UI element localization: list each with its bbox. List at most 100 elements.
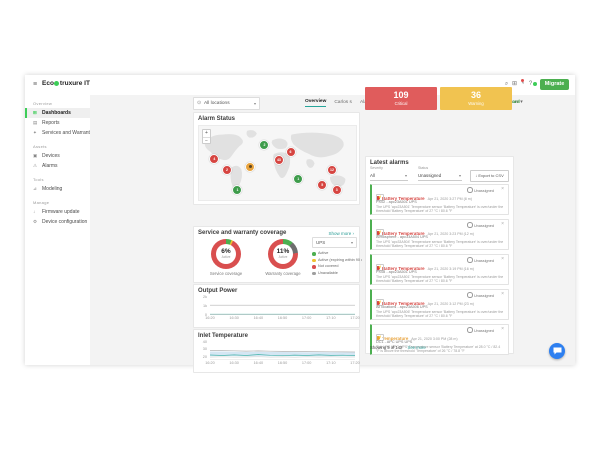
- x-tick-label: 17:00: [301, 316, 312, 320]
- severity-filter-select[interactable]: All ▾: [370, 171, 408, 181]
- x-tick-label: 17:20: [350, 361, 360, 365]
- map-marker-critical[interactable]: 2: [221, 165, 232, 176]
- close-icon[interactable]: ×: [501, 291, 504, 297]
- map-marker-critical[interactable]: 43: [273, 155, 284, 166]
- tab-overview[interactable]: Overview: [305, 99, 327, 107]
- migrate-button[interactable]: Migrate: [540, 79, 569, 90]
- map-marker-ok[interactable]: 1: [232, 184, 243, 195]
- assignee-badge[interactable]: Unassigned: [467, 292, 494, 298]
- map-marker-critical[interactable]: 12: [326, 165, 337, 176]
- close-icon[interactable]: ×: [501, 186, 504, 192]
- download-icon: ↓: [33, 209, 36, 214]
- y-tick-label: 2k: [202, 294, 207, 299]
- map-marker-critical[interactable]: 5: [317, 180, 328, 191]
- device-type-tag: ⚡: [376, 299, 384, 306]
- see-more-link[interactable]: See more: [407, 345, 426, 350]
- alarm-row[interactable]: Temperature Apr 21, 2020 3:00 PM (28 m) Un…: [370, 324, 509, 355]
- download-icon: ↓: [475, 173, 479, 178]
- map-marker-critical[interactable]: 4: [209, 154, 220, 165]
- map-marker-warning[interactable]: [245, 161, 256, 172]
- tab-more[interactable]: More ▾: [507, 99, 523, 105]
- alarm-row[interactable]: Battery Temperature Apr 21, 2020 3:27 PM …: [370, 184, 509, 215]
- assignee-badge[interactable]: Unassigned: [467, 222, 494, 228]
- apps-grid-icon[interactable]: ⊞: [511, 81, 518, 87]
- export-csv-button[interactable]: ↓ Export to CSV: [470, 170, 509, 182]
- close-icon[interactable]: ×: [501, 326, 504, 332]
- assignee-label: Unassigned: [473, 329, 494, 333]
- export-csv-label: Export to CSV: [478, 173, 504, 178]
- sidebar-item-device-configuration[interactable]: ⚙ Device configuration: [25, 217, 90, 227]
- help-icon[interactable]: ?: [528, 81, 533, 87]
- legend-item-unavailable: Unavailable: [312, 270, 362, 277]
- legend-label: Active: [318, 251, 329, 255]
- alarm-title: Battery Temperature: [382, 196, 425, 201]
- map-marker-critical[interactable]: 6: [285, 146, 296, 157]
- chat-bubble-icon: [553, 347, 561, 355]
- assignee-badge[interactable]: Unassigned: [467, 257, 494, 263]
- alarm-title: Temperature: [382, 336, 409, 341]
- world-map[interactable]: 4 2 1 2 43 6 1 5 12 3 + −: [198, 125, 357, 201]
- alarm-device-path: PX08 - apc23A501 UPS: [376, 270, 417, 274]
- sidebar-item-services-and-warranties[interactable]: ✦ Services and Warranties: [25, 128, 90, 138]
- notifications-bell-icon[interactable]: ◔: [520, 81, 525, 87]
- assignee-badge[interactable]: Unassigned: [467, 187, 494, 193]
- severity-filter-label: Severity: [370, 166, 383, 170]
- sidebar-item-modeling[interactable]: ⊿ Modeling: [25, 184, 90, 194]
- latest-alarms-card: Latest alarms Severity All ▾ Status Unas…: [365, 156, 514, 355]
- alarm-list: Battery Temperature Apr 21, 2020 3:27 PM …: [370, 184, 509, 359]
- modeling-icon: ⊿: [33, 186, 37, 191]
- map-marker-ok[interactable]: 1: [293, 174, 304, 185]
- zoom-in-button[interactable]: +: [205, 130, 208, 136]
- severity-warning-icon: [376, 336, 380, 340]
- sidebar-item-firmware-update[interactable]: ↓ Firmware update: [25, 207, 90, 217]
- hamburger-menu-icon[interactable]: ≡: [33, 81, 38, 88]
- legend-dot: [312, 265, 316, 269]
- inlet-temperature-title: Inlet Temperature: [198, 333, 248, 339]
- close-icon[interactable]: ×: [501, 256, 504, 262]
- gear-icon: ⚙: [33, 219, 38, 224]
- map-marker-ok[interactable]: 2: [259, 140, 270, 151]
- alarm-row[interactable]: Battery Temperature Apr 21, 2020 3:19 PM …: [370, 254, 509, 285]
- sidebar-item-devices[interactable]: ▣ Devices: [25, 151, 90, 161]
- map-marker-critical[interactable]: 3: [331, 184, 342, 195]
- donut-ring[interactable]: 11% Active: [268, 239, 298, 269]
- alarm-row[interactable]: Battery Temperature Apr 21, 2020 3:23 PM …: [370, 219, 509, 250]
- summary-card-warning[interactable]: 36 Warning: [440, 87, 512, 110]
- sidebar-item-label: Reports: [42, 120, 60, 126]
- summary-value: 109: [393, 90, 409, 100]
- sidebar-item-reports[interactable]: ▤ Reports: [25, 118, 90, 128]
- sidebar-item-label: Device configuration: [42, 219, 88, 225]
- person-icon: [467, 327, 473, 333]
- assignee-label: Unassigned: [473, 294, 494, 298]
- alarm-filters: Severity All ▾ Status Unassigned ▾ ↓ Exp…: [370, 166, 509, 182]
- map-zoom-control[interactable]: + −: [202, 129, 211, 144]
- alarm-row[interactable]: Battery Temperature Apr 21, 2020 3:12 PM …: [370, 289, 509, 320]
- legend-label: Not covered: [318, 264, 339, 268]
- report-icon: ▤: [33, 120, 38, 125]
- legend-dot: [312, 252, 316, 256]
- sidebar-item-alarms[interactable]: ⚠ Alarms: [25, 161, 90, 171]
- search-icon[interactable]: ⌕: [504, 81, 509, 87]
- sidebar-section-label: Overview: [33, 101, 53, 106]
- x-axis-ticks: 16:20 16:30 16:40 16:50 17:00 17:10 17:20: [205, 361, 360, 367]
- coverage-show-more-link[interactable]: Show more ›: [328, 231, 354, 236]
- summary-value: 36: [470, 90, 481, 100]
- status-filter-select[interactable]: Unassigned ▾: [418, 171, 462, 181]
- location-filter-select[interactable]: ⊙ All locations ▾: [193, 97, 260, 110]
- close-icon[interactable]: ×: [501, 221, 504, 227]
- tab-carlos-s[interactable]: Carlos s: [334, 99, 352, 105]
- sidebar-item-label: Modeling: [42, 186, 63, 192]
- assignee-label: Unassigned: [473, 224, 494, 228]
- donut-ring[interactable]: 6% Active: [211, 239, 241, 269]
- coverage-device-filter-select[interactable]: UPS ▾: [312, 237, 357, 248]
- logo-text: Eco: [42, 80, 54, 87]
- assignee-badge[interactable]: Unassigned: [467, 327, 494, 333]
- x-tick-label: 17:10: [326, 361, 336, 365]
- showing-count: Showing 5 of 142: [370, 345, 403, 350]
- x-tick-label: 16:30: [229, 316, 239, 320]
- zoom-out-button[interactable]: −: [203, 136, 210, 145]
- alarm-row-header: Temperature Apr 21, 2020 3:00 PM (28 m) Un…: [376, 326, 504, 341]
- summary-card-critical[interactable]: 109 Critical: [365, 87, 437, 110]
- chat-fab-button[interactable]: [549, 343, 565, 359]
- sidebar-item-dashboards[interactable]: ⊞ Dashboards: [25, 108, 90, 118]
